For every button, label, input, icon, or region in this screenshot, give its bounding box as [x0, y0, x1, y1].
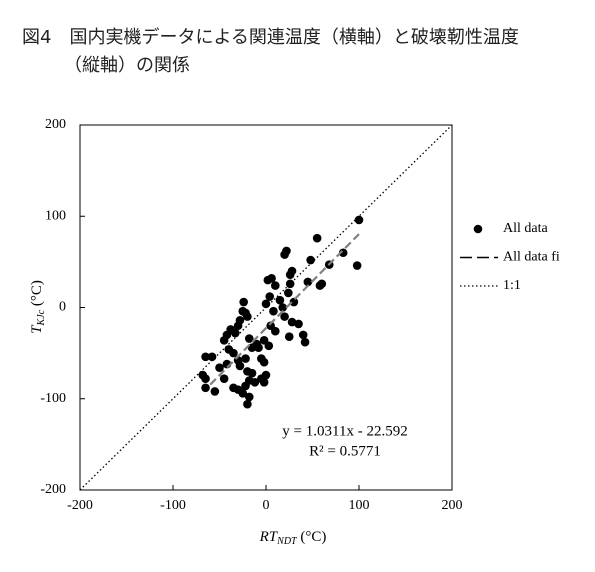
- data-point: [294, 319, 303, 329]
- data-point: [303, 277, 313, 287]
- y-tick-label: 200: [45, 117, 66, 132]
- data-point: [219, 374, 229, 383]
- data-point: [259, 378, 269, 387]
- annotation: R² = 0.5771: [309, 443, 381, 459]
- data-point: [244, 334, 254, 343]
- data-point: [238, 306, 248, 316]
- y-label-unit: (°C): [29, 280, 45, 310]
- y-tick-label: -100: [40, 391, 66, 406]
- x-tick-label: -200: [67, 498, 93, 513]
- data-point: [215, 363, 224, 373]
- chart-title: 図4 国内実機データによる関連温度（横軸）と破壊靭性温度: [22, 27, 519, 48]
- data-point: [229, 348, 238, 358]
- y-tick-label: -200: [40, 482, 66, 497]
- data-point: [306, 255, 315, 265]
- data-point: [285, 270, 295, 279]
- data-point: [338, 248, 348, 258]
- y-label-main: T: [29, 324, 45, 334]
- x-tick-label: -100: [160, 498, 186, 513]
- data-point: [271, 326, 280, 336]
- data-point: [241, 381, 250, 391]
- data-point: [239, 297, 248, 307]
- x-label-sub: NDT: [276, 536, 298, 547]
- data-point: [201, 383, 210, 393]
- data-point: [252, 339, 261, 349]
- chart-title: （縦軸）の関係: [64, 55, 190, 76]
- data-point: [207, 352, 217, 362]
- data-point: [265, 292, 275, 301]
- x-axis-label: RTNDT (°C): [259, 529, 327, 547]
- data-point: [229, 383, 238, 393]
- data-point: [275, 295, 285, 305]
- annotation: y = 1.0311x - 22.592: [282, 423, 407, 439]
- data-point: [247, 368, 257, 378]
- x-tick-label: 200: [442, 498, 463, 513]
- data-point: [354, 215, 364, 225]
- data-point: [235, 361, 245, 371]
- x-tick-label: 100: [349, 498, 370, 513]
- y-axis-label: TKJc (°C): [29, 280, 47, 334]
- x-label-main: RT: [259, 529, 279, 545]
- data-point: [284, 288, 293, 298]
- data-point: [261, 299, 271, 309]
- data-point: [284, 332, 294, 342]
- data-point: [263, 275, 273, 285]
- data-point: [210, 387, 220, 396]
- data-point: [280, 250, 289, 259]
- x-label-unit: (°C): [297, 529, 327, 545]
- data-point: [352, 261, 362, 270]
- legend-label: All data: [503, 221, 548, 236]
- legend-label: 1:1: [503, 278, 521, 293]
- data-point: [250, 378, 260, 387]
- data-point: [298, 330, 308, 340]
- data-point: [300, 337, 310, 347]
- data-point: [287, 317, 297, 327]
- legend-label: All data fi: [503, 250, 560, 265]
- data-point: [280, 312, 289, 321]
- data-point: [244, 392, 254, 402]
- y-tick-label: 100: [45, 208, 66, 223]
- data-point: [259, 357, 269, 367]
- y-tick-label: 0: [59, 300, 66, 315]
- data-point: [233, 321, 243, 331]
- data-point: [241, 354, 250, 363]
- line-dotted: [79, 124, 453, 491]
- legend-marker: [473, 224, 483, 234]
- data-point: [198, 370, 208, 380]
- data-point: [285, 279, 295, 289]
- data-point: [289, 297, 299, 307]
- data-point: [271, 281, 280, 290]
- data-point: [278, 303, 288, 312]
- data-point: [312, 233, 322, 243]
- data-point: [201, 352, 210, 362]
- data-point: [243, 399, 252, 409]
- data-point: [219, 336, 229, 345]
- y-label-sub: KJc: [36, 309, 47, 326]
- data-point: [269, 306, 278, 316]
- data-point: [259, 336, 269, 345]
- data-point: [315, 281, 325, 290]
- x-tick-label: 0: [263, 498, 270, 513]
